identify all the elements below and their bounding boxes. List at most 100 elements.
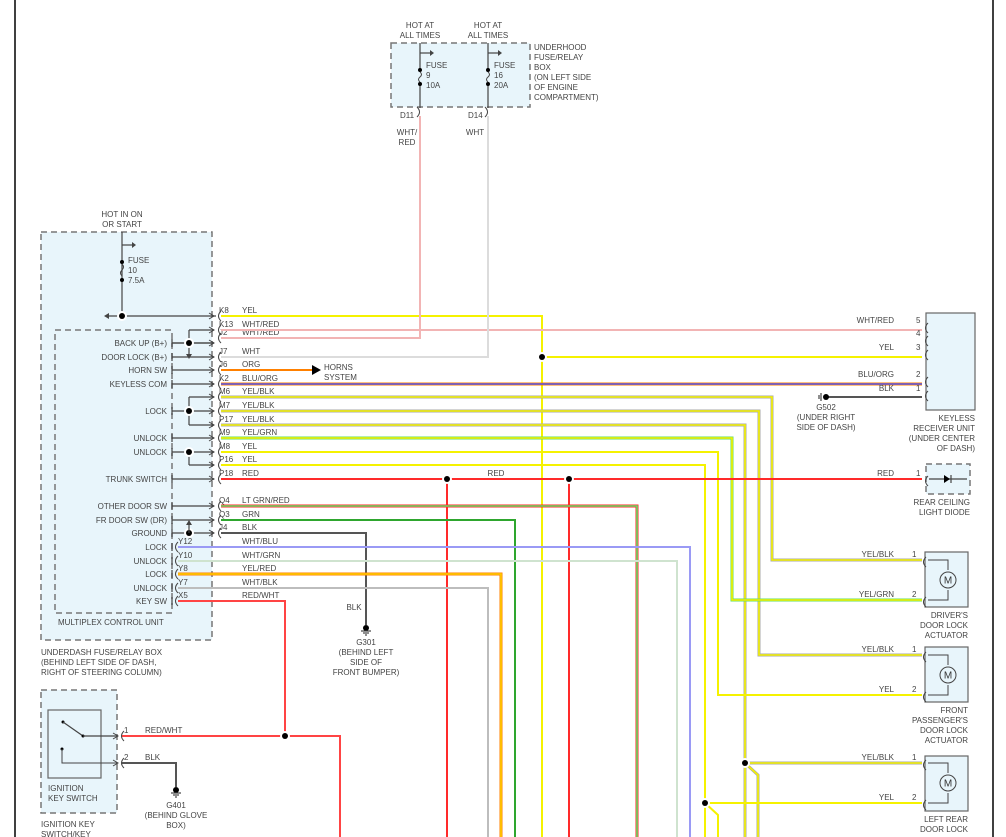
wire-color-label: RED bbox=[242, 469, 259, 478]
ignition-switch-label: IGNITION bbox=[48, 784, 84, 793]
ignition-switch-label: KEY SWITCH bbox=[48, 794, 98, 803]
connector-icon bbox=[925, 390, 929, 402]
connector-pin-id: J7 bbox=[219, 347, 228, 356]
mcu-terminal-label: TRUNK SWITCH bbox=[106, 475, 168, 484]
fuse-number: 9 bbox=[426, 71, 431, 80]
splice-junction bbox=[186, 449, 192, 455]
connector-pin-id: J4 bbox=[219, 523, 228, 532]
wire-color-label: WHT/RED bbox=[857, 316, 895, 325]
fuse-terminal bbox=[418, 82, 422, 86]
wire-color-label: BLK bbox=[346, 603, 362, 612]
g301-label: SIDE OF bbox=[350, 658, 382, 667]
wire-color-label: BLK bbox=[145, 753, 161, 762]
wire-color-label: RED bbox=[399, 138, 416, 147]
connector-pin-id: K2 bbox=[219, 374, 229, 383]
hot-in-on-label: HOT IN ON bbox=[101, 210, 142, 219]
arrow-icon bbox=[208, 407, 215, 415]
door-lock-actuator bbox=[924, 646, 969, 703]
connector-icon bbox=[218, 378, 222, 390]
arrow-icon bbox=[208, 312, 215, 320]
wire-p17-yel-blk bbox=[221, 423, 747, 837]
pin-number: 2 bbox=[124, 753, 129, 762]
mcu-terminal-label: KEY SW bbox=[136, 597, 167, 606]
wire-color-label: YEL bbox=[879, 343, 895, 352]
pin-number: 1 bbox=[916, 384, 921, 393]
rear-ceiling-title: LIGHT DIODE bbox=[919, 508, 970, 517]
keyless-receiver-title: KEYLESS bbox=[939, 414, 975, 423]
horns-system-label: SYSTEM bbox=[324, 373, 357, 382]
underhood-box-title: COMPARTMENT) bbox=[534, 93, 599, 102]
arrow-icon bbox=[132, 242, 136, 248]
wire-m7-yel-blk bbox=[221, 410, 922, 656]
arrow-icon bbox=[208, 516, 215, 524]
wire-k8-yel bbox=[221, 315, 543, 837]
wire-color-label: YEL bbox=[879, 685, 895, 694]
mcu-terminal-label: HORN SW bbox=[128, 366, 167, 375]
actuator-wiring bbox=[928, 685, 949, 696]
wire-red-wht-ignition bbox=[122, 735, 341, 837]
arrow-down-icon bbox=[186, 354, 192, 359]
wire-color-label: YEL/BLK bbox=[862, 753, 895, 762]
mcu-terminal-label: OTHER DOOR SW bbox=[98, 502, 168, 511]
underdash-box-title: (BEHIND LEFT SIDE OF DASH, bbox=[41, 658, 156, 667]
actuator-wiring bbox=[928, 762, 949, 773]
connector-pin-id: M6 bbox=[219, 387, 231, 396]
connector-pin-id: P18 bbox=[219, 469, 234, 478]
pin-number: 2 bbox=[912, 793, 917, 802]
connector-pin-id: Q3 bbox=[219, 510, 230, 519]
splice-junction bbox=[702, 800, 708, 806]
connector-icon bbox=[175, 582, 179, 594]
connector-pin-id: M9 bbox=[219, 428, 231, 437]
connector-icon bbox=[121, 730, 125, 742]
pin-number: 2 bbox=[912, 590, 917, 599]
connector-pin-id: Y10 bbox=[178, 551, 193, 560]
wire-color-label: YEL/RED bbox=[242, 564, 276, 573]
connector-icon bbox=[218, 419, 222, 431]
wire-j2-wht-red bbox=[221, 116, 421, 339]
actuator-title: ACTUATOR bbox=[925, 631, 968, 640]
arrow-icon bbox=[112, 759, 119, 767]
connector-icon bbox=[175, 541, 179, 553]
wire-color-label: YEL/BLK bbox=[242, 387, 275, 396]
wire-color-label: WHT/GRN bbox=[242, 551, 280, 560]
wire-j7-wht bbox=[221, 116, 489, 358]
wire-y7-wht-blk bbox=[178, 587, 489, 837]
connector-icon bbox=[218, 405, 222, 417]
splice-junction bbox=[444, 476, 450, 482]
fuse-icon bbox=[486, 71, 490, 83]
connector-icon bbox=[923, 799, 927, 811]
splice-junction bbox=[186, 340, 192, 346]
connector-icon bbox=[218, 310, 222, 322]
wire-color-label: BLU/ORG bbox=[858, 370, 894, 379]
mcu-terminal-label: UNLOCK bbox=[134, 584, 168, 593]
arrow-icon bbox=[208, 393, 215, 401]
arrow-icon bbox=[312, 365, 321, 375]
fuse-terminal bbox=[120, 260, 124, 264]
connector-icon bbox=[923, 691, 927, 703]
g301-label: FRONT BUMPER) bbox=[333, 668, 400, 677]
pin-number: 1 bbox=[912, 550, 917, 559]
keyless-receiver-title: (UNDER CENTER bbox=[909, 434, 975, 443]
arrow-icon bbox=[498, 50, 502, 56]
connector-icon bbox=[175, 595, 179, 607]
connector-pin-id: P17 bbox=[219, 415, 234, 424]
connector-icon bbox=[925, 376, 929, 388]
wire-color-label: WHT/BLK bbox=[242, 578, 278, 587]
wire-q3-grn bbox=[221, 519, 516, 837]
actuator-title: DOOR LOCK bbox=[920, 825, 969, 834]
pin-number: 1 bbox=[912, 645, 917, 654]
connector-icon bbox=[218, 500, 222, 512]
g401-label: BOX) bbox=[166, 821, 186, 830]
connector-pin-id: D14 bbox=[468, 111, 483, 120]
underhood-box-title: BOX bbox=[534, 63, 552, 72]
wire-blk-ignition bbox=[122, 762, 177, 787]
hot-at-all-times-label: HOT AT bbox=[474, 21, 502, 30]
mcu-title: MULTIPLEX CONTROL UNIT bbox=[58, 618, 164, 627]
hot-at-all-times-label: HOT AT bbox=[406, 21, 434, 30]
connector-icon bbox=[175, 568, 179, 580]
ignition-key-switch bbox=[47, 709, 102, 779]
connector-pin-id: J2 bbox=[219, 328, 228, 337]
wire-color-label: WHT/RED bbox=[242, 328, 280, 337]
g301-label: (BEHIND LEFT bbox=[339, 648, 394, 657]
